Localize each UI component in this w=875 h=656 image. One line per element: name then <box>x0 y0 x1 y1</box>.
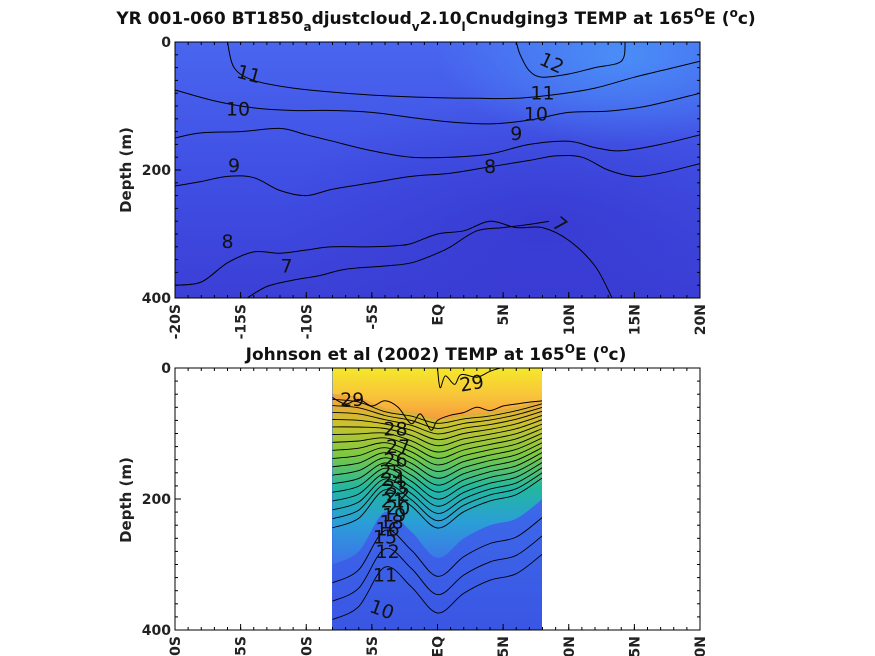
x-tick-label: 20S <box>168 636 184 656</box>
contour-line-9 <box>175 127 700 159</box>
y-tick-label: 400 <box>142 623 171 639</box>
contour-label: 20 <box>386 498 410 520</box>
x-tick-label: -15S <box>234 304 250 339</box>
model-temperature-panel: YR 001-060 BT1850adjustcloudv2.10lCnudgi… <box>115 6 755 339</box>
model-panel-title: YR 001-060 BT1850adjustcloudv2.10lCnudgi… <box>115 6 755 34</box>
contour-label: 10 <box>524 104 548 126</box>
contour-line-10 <box>332 553 542 620</box>
contour-label: 25 <box>379 461 403 483</box>
y-tick-label: 200 <box>142 492 171 508</box>
contour-line-13 <box>332 477 542 529</box>
contour-line-16 <box>332 462 542 507</box>
contour-line-10 <box>175 89 700 125</box>
x-tick-label: 15S <box>234 636 250 656</box>
contour-line-14 <box>332 472 542 522</box>
contour-line-11 <box>332 535 542 602</box>
contour-label: 23 <box>383 477 407 499</box>
x-tick-label: EQ <box>431 636 447 656</box>
contour-line-26 <box>332 414 542 441</box>
x-tick-label: -20S <box>168 304 184 339</box>
contour-line-27 <box>332 410 542 435</box>
contour-line-23 <box>332 428 542 459</box>
x-tick-label: 20N <box>693 304 709 335</box>
contour-label: 24 <box>381 469 405 491</box>
model-y-axis-label: Depth (m) <box>117 127 135 213</box>
x-tick-label: 15N <box>627 636 643 656</box>
x-tick-label: 10N <box>562 636 578 656</box>
contour-line-25 <box>332 419 542 447</box>
contour-label: 18 <box>379 511 403 533</box>
contour-label: 8 <box>484 156 496 178</box>
y-tick-label: 200 <box>142 163 171 179</box>
contour-label: 11 <box>373 565 397 587</box>
contour-label: 26 <box>383 449 407 471</box>
observed-thermocline-band <box>332 394 542 565</box>
contour-label: 9 <box>510 123 522 145</box>
x-tick-label: -10S <box>299 304 315 339</box>
contour-line-7 <box>175 220 613 298</box>
contour-line-19 <box>332 447 542 486</box>
x-tick-label: 5N <box>496 304 512 325</box>
contour-line-12 <box>332 517 542 584</box>
contour-label: 11 <box>530 83 554 105</box>
observed-panel-title: Johnson et al (2002) TEMP at 165OE (oc) <box>245 342 627 365</box>
contour-line-18 <box>332 452 542 493</box>
x-tick-label: 5S <box>365 636 381 656</box>
observed-temperature-panel: Johnson et al (2002) TEMP at 165OE (oc) … <box>117 342 709 656</box>
contour-label: 7 <box>281 255 293 277</box>
contour-line-29b <box>437 368 501 389</box>
contour-line-12 <box>515 42 626 78</box>
contour-label: 29 <box>340 389 364 411</box>
contour-line-17 <box>332 457 542 500</box>
x-tick-label: 15N <box>627 304 643 335</box>
contour-line-21 <box>332 437 542 472</box>
model-field-warm-patch <box>175 42 700 298</box>
observed-y-axis-label: Depth (m) <box>117 457 135 543</box>
contour-line-7b <box>246 220 550 298</box>
contour-label: 22 <box>386 484 410 506</box>
contour-line-8 <box>175 154 700 197</box>
y-tick-label: 0 <box>161 35 171 51</box>
contour-label: 21 <box>381 491 405 513</box>
x-tick-label: 10S <box>299 636 315 656</box>
model-field-fill <box>175 42 700 298</box>
contour-label: 28 <box>383 418 407 440</box>
contour-label: 8 <box>221 231 233 253</box>
x-tick-label: 20N <box>693 636 709 656</box>
y-tick-label: 0 <box>161 361 171 377</box>
contour-line-29 <box>332 398 542 424</box>
contour-label: 15 <box>373 527 397 549</box>
contour-line-29 <box>332 397 542 431</box>
contour-label: 9 <box>228 155 240 177</box>
contour-line-22 <box>332 432 542 466</box>
contour-line-15 <box>332 467 542 514</box>
contour-label: 12 <box>376 541 400 563</box>
x-tick-label: 5N <box>496 636 512 656</box>
contour-line-28 <box>332 405 542 429</box>
y-tick-label: 400 <box>142 291 171 307</box>
contour-label: 27 <box>386 436 410 458</box>
x-tick-label: -5S <box>365 304 381 330</box>
contour-label: 19 <box>382 504 406 526</box>
observed-warm-pool <box>332 368 542 420</box>
contour-line-11 <box>227 42 700 100</box>
contour-label: 16 <box>376 519 400 541</box>
observed-field-fill <box>332 368 542 630</box>
contour-label: 29 <box>458 371 486 397</box>
x-tick-label: 10N <box>562 304 578 335</box>
contour-line-24 <box>332 423 542 453</box>
contour-label: 10 <box>226 99 250 121</box>
x-tick-label: EQ <box>431 304 447 326</box>
contour-line-20 <box>332 442 542 479</box>
